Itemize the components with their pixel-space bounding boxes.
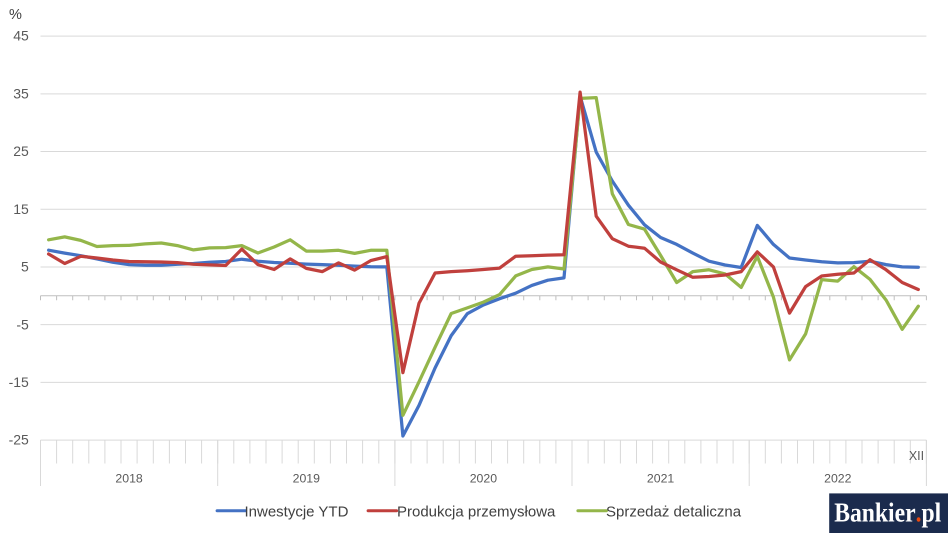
svg-text:-15: -15 xyxy=(9,374,29,390)
svg-text:5: 5 xyxy=(21,259,29,275)
svg-text:2020: 2020 xyxy=(470,472,498,486)
svg-text:2021: 2021 xyxy=(647,472,675,486)
svg-text:Bankier.pl: Bankier.pl xyxy=(834,497,941,528)
svg-text:-25: -25 xyxy=(9,432,29,448)
svg-text:XII: XII xyxy=(909,449,924,463)
svg-text:15: 15 xyxy=(13,201,29,217)
svg-text:45: 45 xyxy=(13,28,29,44)
svg-text:Sprzedaż detaliczna: Sprzedaż detaliczna xyxy=(606,503,742,520)
svg-text:Produkcja przemysłowa: Produkcja przemysłowa xyxy=(397,503,556,520)
svg-text:Inwestycje YTD: Inwestycje YTD xyxy=(245,503,349,520)
svg-text:-5: -5 xyxy=(16,316,29,332)
svg-text:2018: 2018 xyxy=(115,472,143,486)
svg-text:2022: 2022 xyxy=(824,472,852,486)
svg-text:25: 25 xyxy=(13,143,29,159)
svg-text:%: % xyxy=(9,7,22,23)
svg-text:35: 35 xyxy=(13,85,29,101)
svg-text:2019: 2019 xyxy=(293,472,321,486)
